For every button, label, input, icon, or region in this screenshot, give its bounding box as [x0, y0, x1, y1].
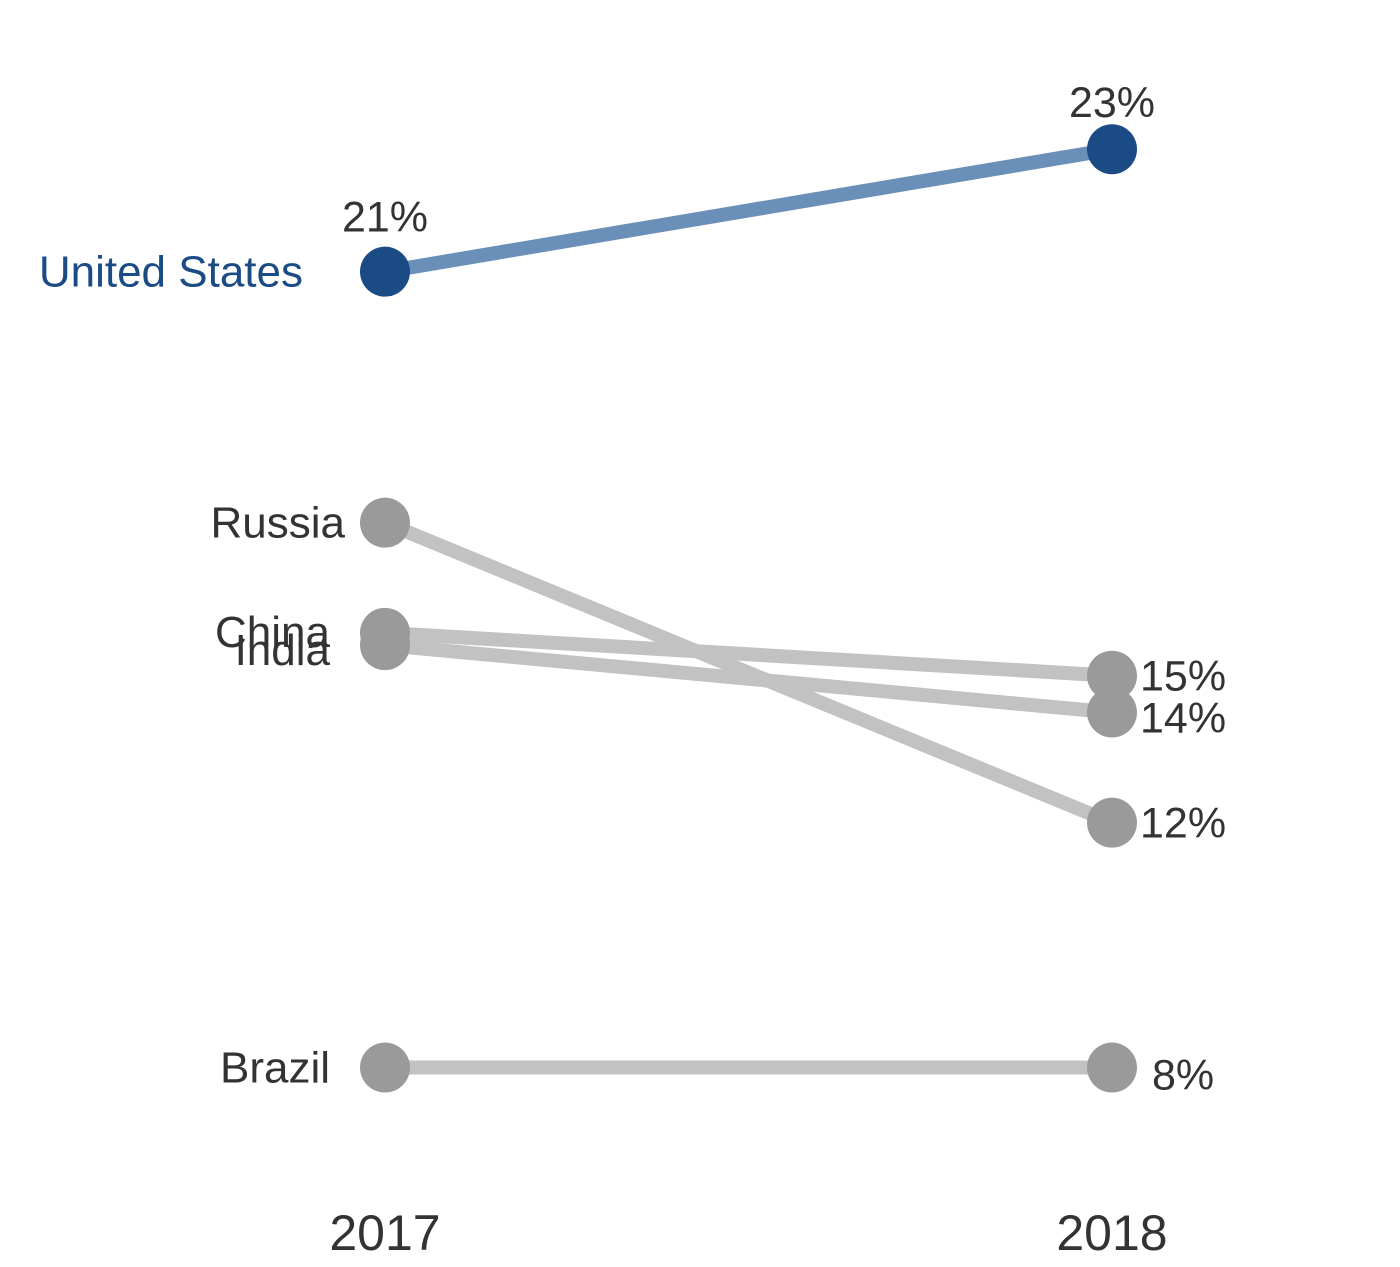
- series-label-china: China: [215, 608, 330, 657]
- series-point-india-2018: [1087, 687, 1137, 738]
- series-line-united-states: [378, 142, 1119, 279]
- end-value-label-brazil: 8%: [1152, 1052, 1214, 1100]
- series-dots: [360, 124, 1137, 1093]
- series-labels: Russia 12% China 15% India 14% Brazil 8% United …: [39, 79, 1226, 1099]
- x-tick-label-2018: 2018: [1056, 1205, 1167, 1261]
- series-point-united-states-2018: [1087, 124, 1137, 175]
- start-value-label-united-states: 21%: [342, 194, 428, 242]
- series-line-india: [378, 638, 1119, 720]
- series-point-brazil-2018: [1087, 1042, 1137, 1093]
- end-value-label-india: 14%: [1140, 694, 1226, 742]
- end-value-label-russia: 12%: [1140, 800, 1226, 848]
- end-value-label-china: 15%: [1140, 653, 1226, 701]
- x-axis: 2017 2018: [329, 1205, 1167, 1261]
- series-lines: [378, 142, 1119, 1075]
- series-label-united-states: United States: [39, 248, 303, 297]
- x-tick-label-2017: 2017: [329, 1205, 440, 1261]
- series-point-russia-2017: [360, 497, 410, 548]
- series-point-russia-2018: [1087, 797, 1137, 848]
- series-label-india: India: [235, 626, 331, 675]
- end-value-label-united-states: 23%: [1069, 79, 1155, 127]
- series-label-brazil: Brazil: [220, 1044, 330, 1093]
- series-label-russia: Russia: [211, 499, 346, 548]
- series-point-india-2017: [360, 620, 410, 671]
- series-point-china-2018: [1087, 650, 1137, 701]
- series-point-brazil-2017: [360, 1042, 410, 1093]
- series-point-united-states-2017: [360, 246, 410, 297]
- series-line-china: [378, 625, 1119, 683]
